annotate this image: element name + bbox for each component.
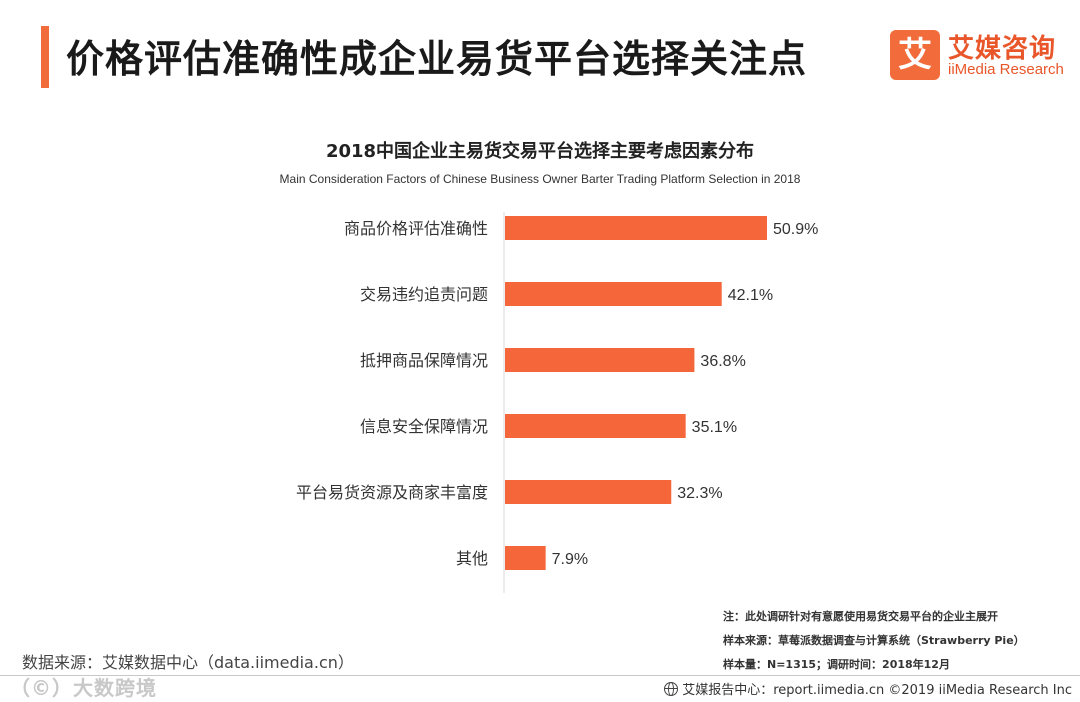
category-label: 抵押商品保障情况 <box>360 351 488 370</box>
category-label: 信息安全保障情况 <box>360 417 488 436</box>
watermark: （©）大数跨境 <box>10 676 157 700</box>
chart-title: 2018中国企业主易货交易平台选择主要考虑因素分布 <box>325 141 755 162</box>
bar <box>505 546 546 570</box>
data-source: 数据来源：艾媒数据中心（data.iimedia.cn） <box>22 653 354 672</box>
globe-icon <box>664 681 679 696</box>
data-label: 32.3% <box>677 485 722 502</box>
bar <box>505 282 722 306</box>
sample-size-note: 样本量：N=1315；调研时间：2018年12月 <box>723 658 950 671</box>
logo-mark-icon: 艾 <box>890 30 940 80</box>
logo-cn-text: 艾媒咨询 <box>948 34 1057 64</box>
bar <box>505 216 767 240</box>
bar <box>505 414 686 438</box>
data-label: 36.8% <box>700 353 745 370</box>
data-label: 50.9% <box>773 221 818 238</box>
data-label: 7.9% <box>552 551 588 568</box>
data-label: 35.1% <box>692 419 737 436</box>
bar <box>505 348 695 372</box>
category-label: 其他 <box>456 549 488 568</box>
chart-subtitle: Main Consideration Factors of Chinese Bu… <box>279 172 801 186</box>
footer-text: 艾媒报告中心：report.iimedia.cn ©2019 iiMedia R… <box>682 683 1072 698</box>
footer-divider <box>0 675 1080 676</box>
sample-source-note: 样本来源：草莓派数据调查与计算系统（Strawberry Pie） <box>723 634 1025 647</box>
footer: 艾媒报告中心：report.iimedia.cn ©2019 iiMedia R… <box>664 679 1072 698</box>
page-title: 价格评估准确性成企业易货平台选择关注点 <box>66 37 808 81</box>
chart-note: 注：此处调研针对有意愿使用易货交易平台的企业主展开 <box>723 610 998 623</box>
iimedia-logo: 艾 艾媒咨询 iiMedia Research <box>890 30 1064 82</box>
category-label: 交易违约追责问题 <box>360 285 488 304</box>
data-label: 42.1% <box>728 287 773 304</box>
title-accent-bar <box>41 26 49 88</box>
bar <box>505 480 672 504</box>
logo-en-text: iiMedia Research <box>948 61 1064 78</box>
category-label: 平台易货资源及商家丰富度 <box>296 483 488 502</box>
category-label: 商品价格评估准确性 <box>344 219 488 238</box>
